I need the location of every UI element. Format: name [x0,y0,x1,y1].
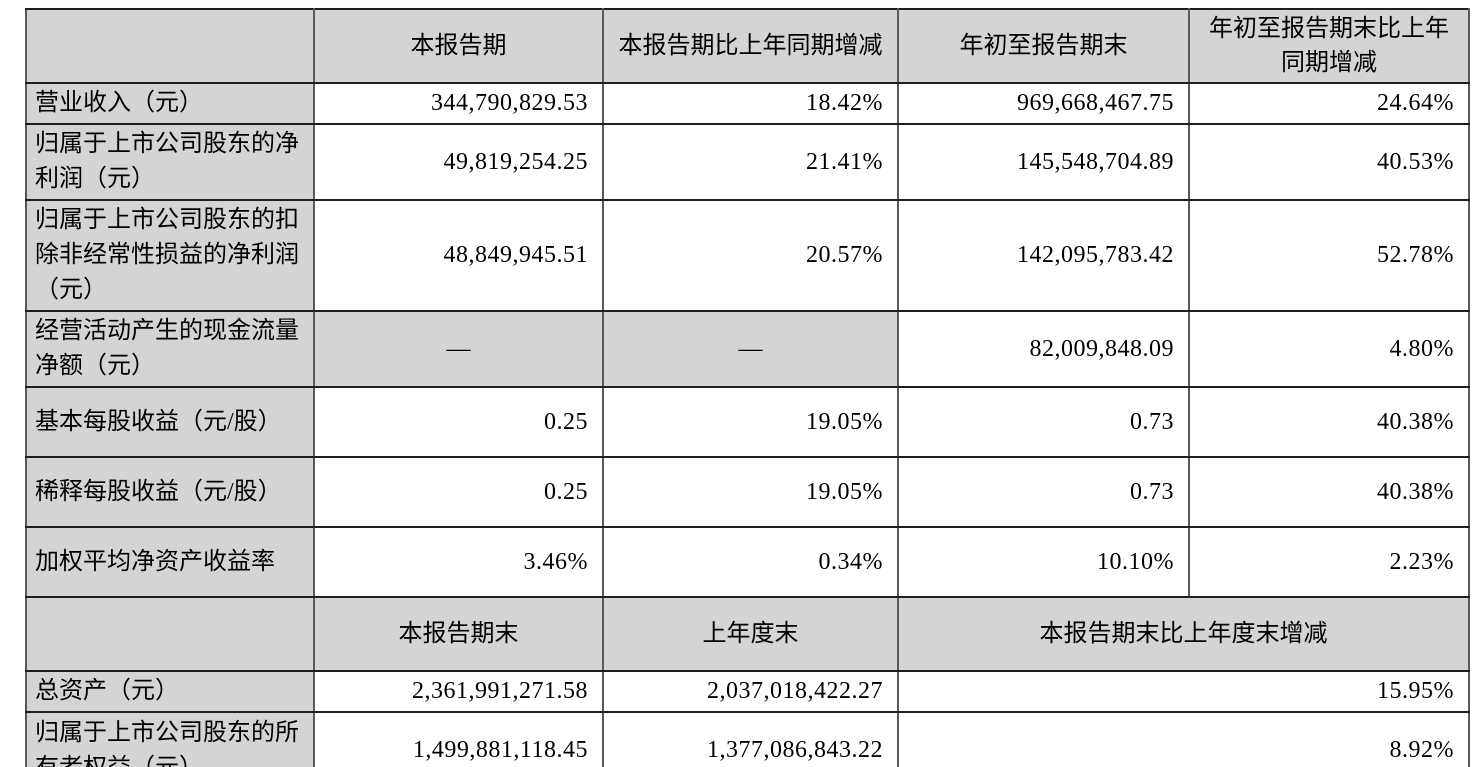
top-header-row: 本报告期 本报告期比上年同期增减 年初至报告期末 年初至报告期末比上年同期增减 [25,8,1470,84]
header-ytd-yoy-change: 年初至报告期末比上年同期增减 [1188,8,1470,84]
diluted-eps-row: 稀释每股收益（元/股） 0.25 19.05% 0.73 40.38% [25,456,1470,528]
revenue-current: 344,790,829.53 [313,82,604,125]
row-label: 归属于上市公司股东的扣除非经常性损益的净利润（元） [25,199,315,312]
roe-ytd-yoy: 2.23% [1188,526,1470,598]
basic-eps-ytd-yoy: 40.38% [1188,386,1470,458]
basic-eps-row: 基本每股收益（元/股） 0.25 19.05% 0.73 40.38% [25,386,1470,458]
equity-row: 归属于上市公司股东的所有者权益（元） 1,499,881,118.45 1,37… [25,711,1470,767]
diluted-eps-ytd: 0.73 [897,456,1190,528]
row-label: 经营活动产生的现金流量净额（元） [25,310,315,388]
diluted-eps-yoy: 19.05% [602,456,899,528]
cash-flow-yoy-dash: — [602,310,899,388]
row-label: 归属于上市公司股东的所有者权益（元） [25,711,315,767]
equity-period-end: 1,499,881,118.45 [313,711,604,767]
header-prev-year-end: 上年度末 [602,596,899,672]
row-label: 总资产（元） [25,670,315,713]
cash-flow-current-dash: — [313,310,604,388]
roe-current: 3.46% [313,526,604,598]
net-profit-ytd: 145,548,704.89 [897,123,1190,201]
revenue-ytd-yoy: 24.64% [1188,82,1470,125]
equity-change: 8.92% [897,711,1470,767]
total-assets-prev-year-end: 2,037,018,422.27 [602,670,899,713]
revenue-ytd: 969,668,467.75 [897,82,1190,125]
weighted-avg-roe-row: 加权平均净资产收益率 3.46% 0.34% 10.10% 2.23% [25,526,1470,598]
net-profit-ytd-yoy: 40.53% [1188,123,1470,201]
roe-yoy: 0.34% [602,526,899,598]
net-profit-yoy: 21.41% [602,123,899,201]
roe-ytd: 10.10% [897,526,1190,598]
diluted-eps-ytd-yoy: 40.38% [1188,456,1470,528]
revenue-row: 营业收入（元） 344,790,829.53 18.42% 969,668,46… [25,82,1470,125]
row-label: 基本每股收益（元/股） [25,386,315,458]
total-assets-row: 总资产（元） 2,361,991,271.58 2,037,018,422.27… [25,670,1470,713]
header-period-yoy-change: 本报告期比上年同期增减 [602,8,899,84]
row-label: 加权平均净资产收益率 [25,526,315,598]
nr-net-profit-ytd: 142,095,783.42 [897,199,1190,312]
corner-cell-bottom [25,596,315,672]
nr-net-profit-ytd-yoy: 52.78% [1188,199,1470,312]
row-label: 营业收入（元） [25,82,315,125]
header-year-to-date: 年初至报告期末 [897,8,1190,84]
basic-eps-ytd: 0.73 [897,386,1190,458]
total-assets-change: 15.95% [897,670,1470,713]
basic-eps-yoy: 19.05% [602,386,899,458]
header-period-end-change: 本报告期末比上年度末增减 [897,596,1470,672]
operating-cash-flow-row: 经营活动产生的现金流量净额（元） — — 82,009,848.09 4.80% [25,310,1470,388]
cash-flow-ytd-yoy: 4.80% [1188,310,1470,388]
nr-net-profit-yoy: 20.57% [602,199,899,312]
financial-summary-table: 本报告期 本报告期比上年同期增减 年初至报告期末 年初至报告期末比上年同期增减 … [25,8,1470,767]
header-period-end: 本报告期末 [313,596,604,672]
nr-net-profit-current: 48,849,945.51 [313,199,604,312]
diluted-eps-current: 0.25 [313,456,604,528]
revenue-yoy: 18.42% [602,82,899,125]
basic-eps-current: 0.25 [313,386,604,458]
equity-prev-year-end: 1,377,086,843.22 [602,711,899,767]
corner-cell [25,8,315,84]
net-profit-current: 49,819,254.25 [313,123,604,201]
net-profit-row: 归属于上市公司股东的净利润（元） 49,819,254.25 21.41% 14… [25,123,1470,201]
row-label: 稀释每股收益（元/股） [25,456,315,528]
total-assets-period-end: 2,361,991,271.58 [313,670,604,713]
bottom-header-row: 本报告期末 上年度末 本报告期末比上年度末增减 [25,596,1470,672]
cash-flow-ytd: 82,009,848.09 [897,310,1190,388]
non-recurring-net-profit-row: 归属于上市公司股东的扣除非经常性损益的净利润（元） 48,849,945.51 … [25,199,1470,312]
row-label: 归属于上市公司股东的净利润（元） [25,123,315,201]
header-current-period: 本报告期 [313,8,604,84]
